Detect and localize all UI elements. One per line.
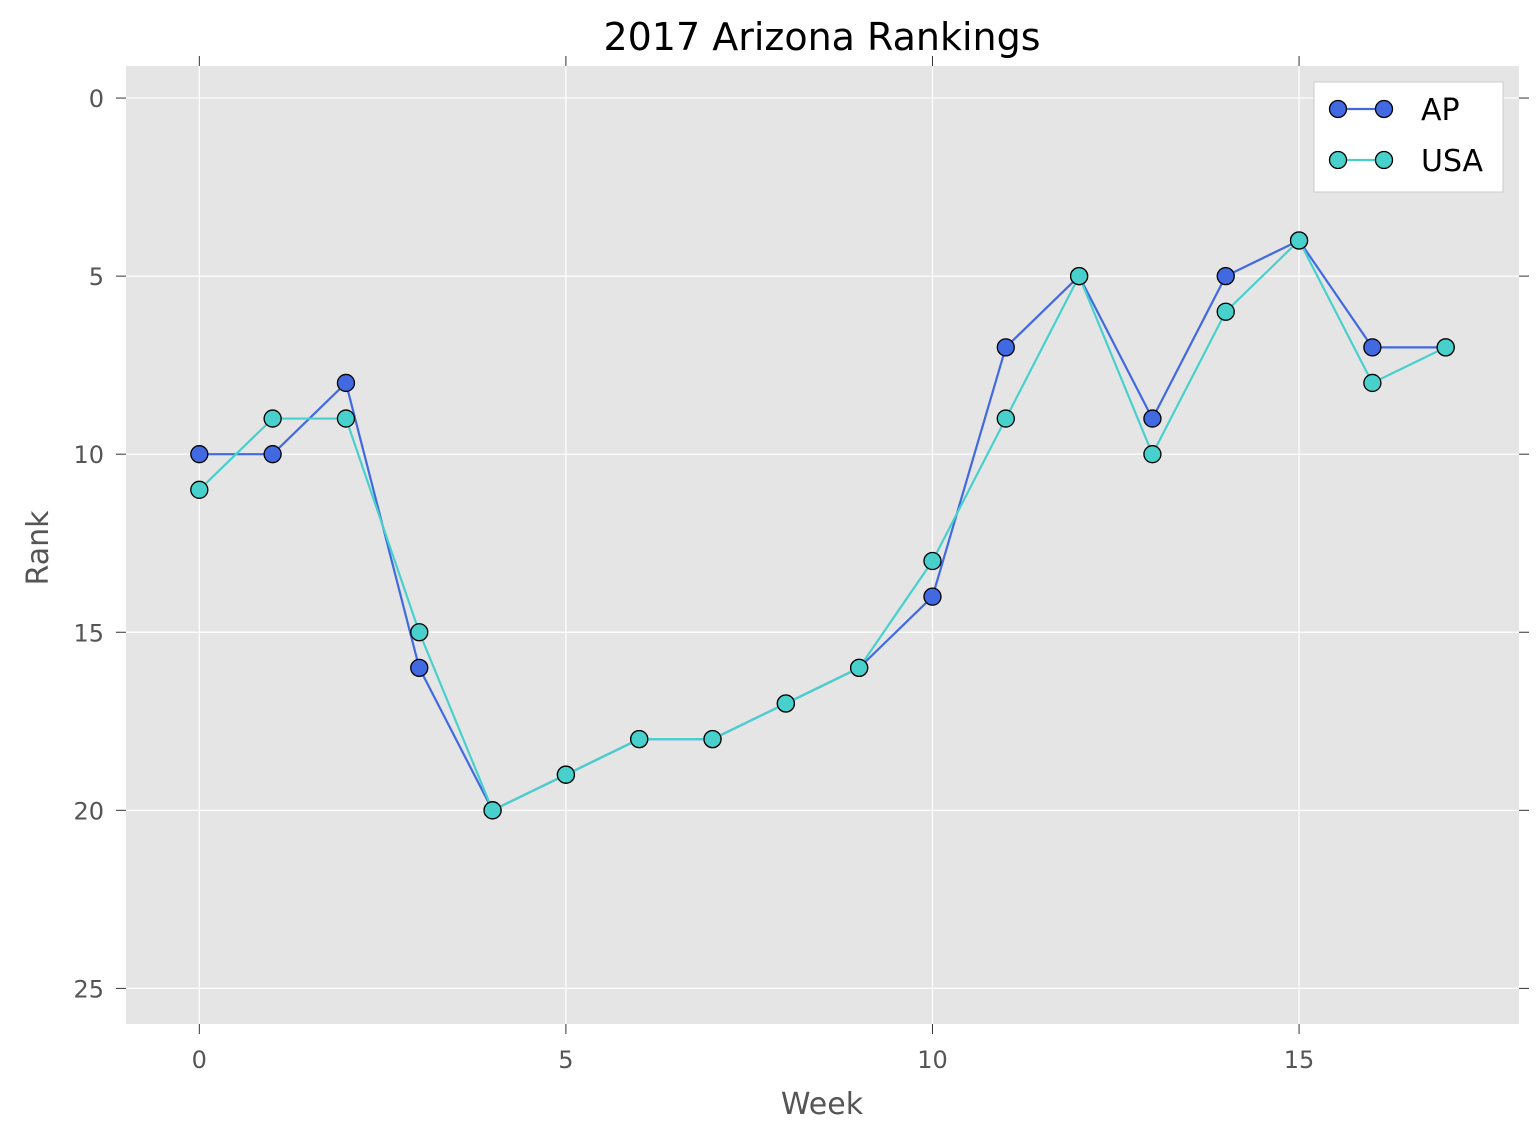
data-point-usa	[1436, 338, 1455, 357]
legend-label: AP	[1421, 93, 1460, 128]
y-axis-label: Rank	[21, 510, 56, 586]
data-point-usa	[556, 765, 576, 784]
data-point-usa	[996, 409, 1015, 428]
legend-marker	[1374, 150, 1394, 170]
data-point-usa	[190, 480, 209, 499]
legend-box	[1313, 81, 1504, 193]
y-tick-label: 5	[89, 263, 104, 291]
data-point-usa	[630, 729, 649, 749]
data-point-ap	[263, 445, 282, 464]
data-point-usa	[483, 801, 502, 820]
legend: AP USA	[1313, 81, 1504, 193]
data-point-ap	[1216, 266, 1235, 286]
data-point-usa	[1289, 231, 1309, 250]
y-tick-label: 0	[89, 85, 104, 113]
data-point-usa	[1216, 302, 1235, 321]
legend-item-usa: USA	[1328, 144, 1484, 179]
data-point-ap	[190, 445, 209, 464]
legend-marker	[1328, 150, 1348, 170]
data-point-usa	[850, 658, 869, 678]
data-point-usa	[776, 694, 795, 713]
x-tick-label: 10	[917, 1046, 948, 1074]
y-tick-label: 10	[73, 441, 104, 469]
y-tick-label: 20	[73, 797, 104, 825]
x-tick-label: 5	[558, 1046, 573, 1074]
chart-title: 2017 Arizona Rankings	[603, 15, 1040, 59]
data-point-ap	[1143, 409, 1162, 428]
legend-item-ap: AP	[1328, 93, 1460, 128]
data-point-usa	[1069, 266, 1089, 286]
data-point-usa	[410, 623, 429, 642]
x-tick-label: 0	[192, 1046, 207, 1074]
x-tick-label: 15	[1284, 1046, 1315, 1074]
plot-area	[126, 66, 1519, 1024]
series-line-usa	[198, 238, 1447, 812]
data-point-usa	[1143, 445, 1162, 464]
axis-ticks: 0 5 10 15 0 5 10 15 20 25	[73, 56, 1529, 1074]
data-point-usa	[263, 409, 282, 428]
series-group	[190, 231, 1455, 820]
series-usa	[190, 231, 1455, 820]
data-point-usa	[336, 409, 356, 428]
data-point-ap	[410, 658, 429, 678]
data-point-ap	[336, 373, 356, 393]
legend-label: USA	[1421, 144, 1484, 179]
data-point-usa	[1363, 373, 1382, 393]
data-point-ap	[923, 587, 942, 606]
y-tick-label: 15	[73, 619, 104, 647]
legend-marker	[1328, 99, 1348, 119]
data-point-ap	[1363, 338, 1382, 357]
data-point-usa	[923, 551, 942, 571]
y-tick-label: 25	[73, 975, 104, 1003]
legend-marker	[1374, 99, 1394, 119]
data-point-usa	[703, 729, 722, 749]
data-point-ap	[996, 338, 1015, 357]
x-axis-label: Week	[781, 1087, 864, 1122]
